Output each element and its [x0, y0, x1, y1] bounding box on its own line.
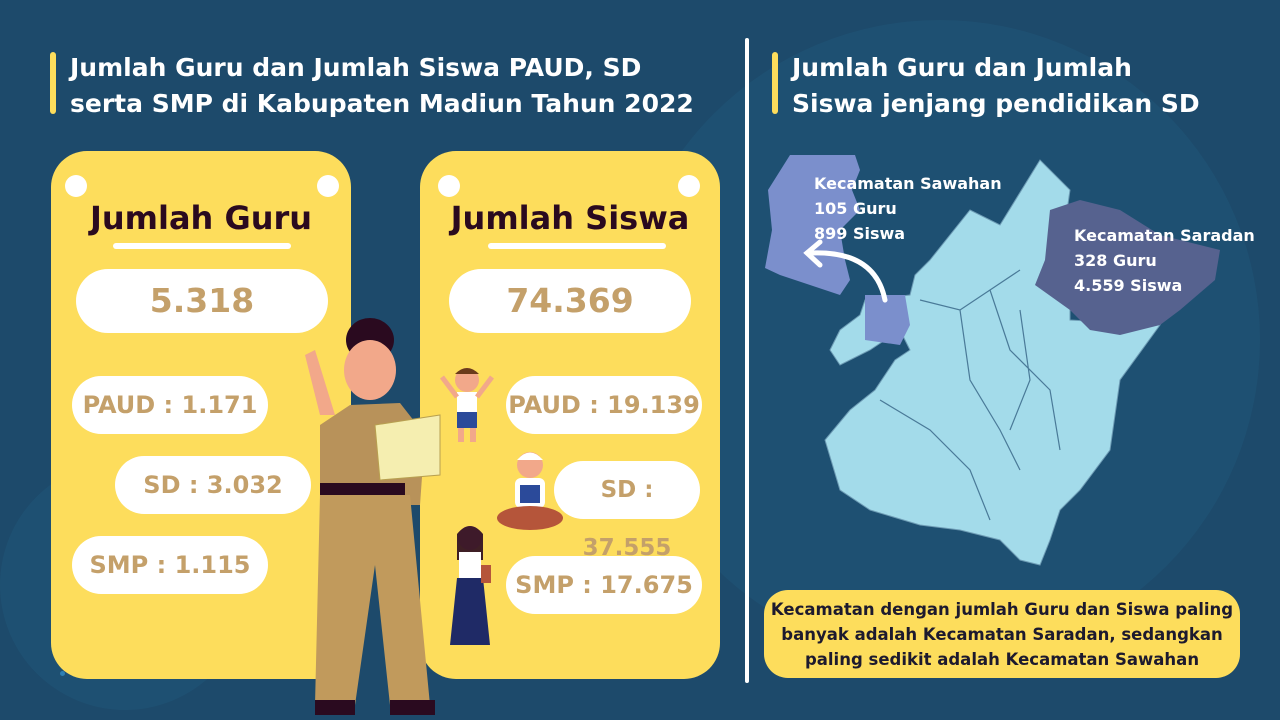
- saradan-region: [1035, 200, 1220, 335]
- guru-card: Jumlah Guru 5.318 PAUD : 1.171 SD : 3.03…: [51, 151, 351, 679]
- siswa-smp: SMP : 17.675: [506, 556, 702, 614]
- sawahan-region: [765, 155, 910, 345]
- saradan-guru: 328 Guru: [1074, 251, 1157, 270]
- siswa-heading: Jumlah Siswa: [450, 199, 690, 237]
- card-hole: [678, 175, 700, 197]
- madiun-map: [765, 155, 1220, 566]
- region-boundary: [879, 269, 1061, 521]
- left-title: Jumlah Guru dan Jumlah Siswa PAUD, SD se…: [50, 50, 710, 122]
- heading-underline: [113, 243, 291, 249]
- guru-paud: PAUD : 1.171: [72, 376, 268, 434]
- sawahan-guru: 105 Guru: [814, 199, 897, 218]
- card-hole: [438, 175, 460, 197]
- sawahan-siswa: 899 Siswa: [814, 224, 906, 243]
- guru-total: 5.318: [76, 269, 328, 333]
- divider: [745, 38, 749, 683]
- sawahan-name: Kecamatan Sawahan: [814, 174, 1002, 193]
- saradan-name: Kecamatan Saradan: [1074, 226, 1255, 245]
- saradan-label: Kecamatan Saradan 328 Guru 4.559 Siswa: [1074, 223, 1255, 298]
- boy-student-icon: [440, 368, 494, 442]
- heading-underline: [488, 243, 666, 249]
- siswa-sd: SD : 37.555: [554, 461, 700, 561]
- teacher-illustration: [305, 318, 441, 715]
- card-hole: [317, 175, 339, 197]
- guru-sd: SD : 3.032: [115, 456, 311, 514]
- guru-smp: SMP : 1.115: [72, 536, 268, 594]
- card-hole: [65, 175, 87, 197]
- right-title: Jumlah Guru dan Jumlah Siswa jenjang pen…: [772, 50, 1212, 122]
- girl-student-icon: [450, 526, 491, 645]
- sawahan-label: Kecamatan Sawahan 105 Guru 899 Siswa: [814, 171, 1002, 246]
- dot: [60, 671, 65, 676]
- arrow-head-icon: [803, 239, 823, 268]
- reading-student-icon: [497, 452, 563, 530]
- arrow-icon: [807, 250, 888, 303]
- siswa-paud: PAUD : 19.139: [506, 376, 702, 434]
- guru-heading: Jumlah Guru: [89, 199, 313, 237]
- summary-note: Kecamatan dengan jumlah Guru dan Siswa p…: [764, 590, 1240, 678]
- siswa-total: 74.369: [449, 269, 691, 333]
- saradan-siswa: 4.559 Siswa: [1074, 276, 1183, 295]
